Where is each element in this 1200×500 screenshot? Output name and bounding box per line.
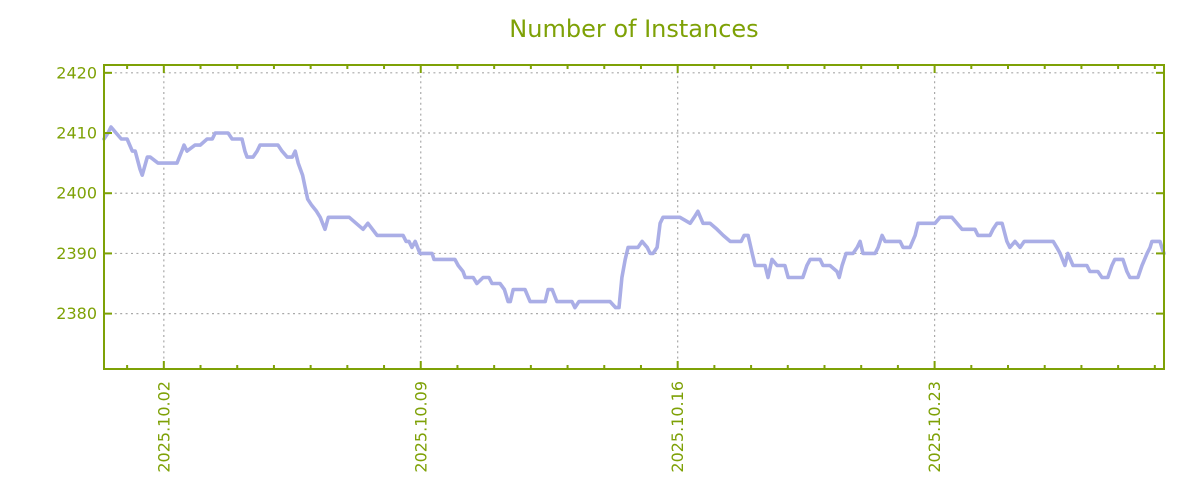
y-tick-label: 2420	[56, 63, 97, 82]
y-tick-label: 2400	[56, 184, 97, 203]
border-rect	[103, 64, 1165, 370]
x-tick-label: 2025.10.02	[154, 381, 173, 473]
x-axis-labels: 2025.10.02 2025.10.09 2025.10.16 2025.10.23	[154, 381, 944, 473]
chart-title: Number of Instances	[509, 15, 759, 43]
y-tick-label: 2380	[56, 304, 97, 323]
series-line	[102, 125, 1166, 310]
y-tick-label: 2390	[56, 244, 97, 263]
x-tick-label: 2025.10.23	[925, 381, 944, 473]
data-series	[102, 125, 1166, 310]
axis-ticks	[104, 65, 1164, 369]
y-tick-label: 2410	[56, 124, 97, 143]
x-tick-label: 2025.10.16	[668, 381, 687, 473]
y-axis-labels: 2380 2390 2400 2410 2420	[56, 63, 97, 323]
plot-border	[103, 64, 1165, 370]
gridlines	[104, 65, 1164, 369]
x-tick-label: 2025.10.09	[411, 381, 430, 473]
